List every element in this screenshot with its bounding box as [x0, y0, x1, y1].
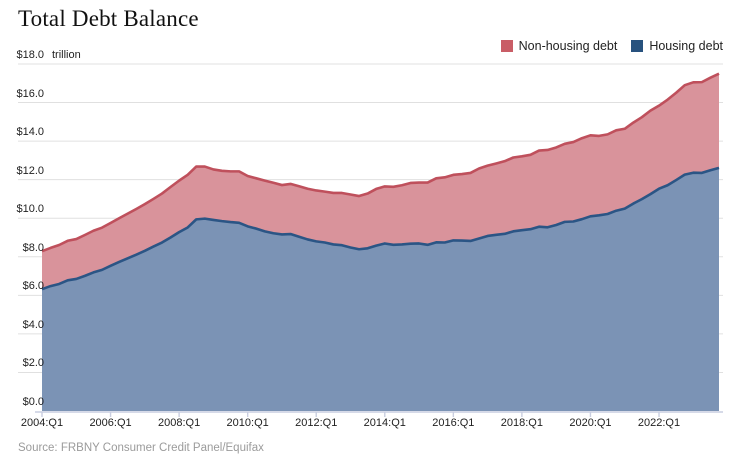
legend-item-non-housing: Non-housing debt	[500, 39, 618, 53]
y-tick-label: $4.0	[22, 318, 44, 331]
x-tick-label: 2004:Q1	[20, 417, 64, 429]
legend-item-housing: Housing debt	[631, 39, 723, 53]
legend-label: Non-housing debt	[518, 39, 618, 53]
x-tick-label: 2020:Q1	[569, 417, 612, 429]
x-tick-label: 2014:Q1	[363, 417, 406, 429]
y-tick-label: $10.0	[16, 203, 44, 216]
x-tick-label: 2016:Q1	[432, 417, 475, 429]
unit-label: trillion	[52, 49, 81, 61]
housing-debt-line	[41, 166, 720, 291]
y-tick-label: $2.0	[22, 357, 44, 370]
x-tick-label: 2006:Q1	[89, 417, 132, 429]
source-note: Source: FRBNY Consumer Credit Panel/Equi…	[18, 442, 264, 454]
x-tick-label: 2022:Q1	[637, 417, 681, 429]
y-tick-label: $12.0	[16, 164, 44, 177]
housing-area	[42, 167, 719, 411]
x-tick-label: 2018:Q1	[500, 417, 543, 429]
y-tick-label: $14.0	[16, 126, 44, 139]
y-tick-label: $16.0	[16, 87, 44, 100]
housing-swatch-icon	[631, 40, 644, 52]
y-tick-label: $18.0	[16, 49, 44, 61]
x-tick-label: 2008:Q1	[158, 417, 201, 429]
y-tick-label: $8.0	[22, 241, 44, 254]
legend: Non-housing debt Housing debt	[500, 39, 723, 53]
x-tick-label: 2010:Q1	[226, 417, 269, 429]
y-tick-label: $6.0	[22, 280, 44, 293]
x-tick-label: 2012:Q1	[295, 417, 338, 429]
total-debt-line	[41, 72, 720, 253]
non-housing-swatch-icon	[500, 40, 513, 52]
y-tick-label: $0.0	[22, 396, 44, 408]
page-title: Total Debt Balance	[18, 6, 199, 31]
legend-label: Housing debt	[649, 39, 723, 53]
